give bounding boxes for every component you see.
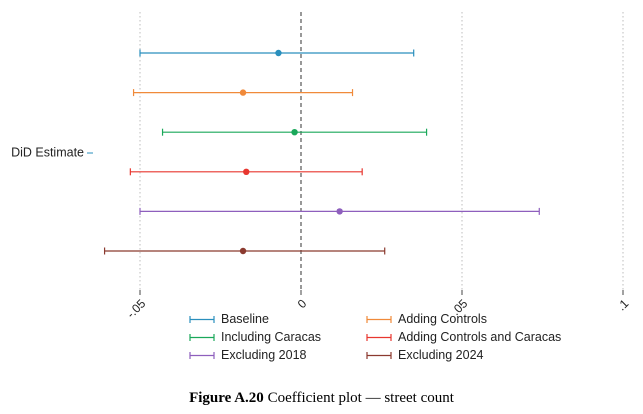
legend-entry-label: Excluding 2024 bbox=[398, 348, 484, 362]
x-tick-label: .1 bbox=[614, 296, 631, 313]
y-category-label: DiD Estimate bbox=[11, 145, 84, 159]
legend-entry-label: Excluding 2018 bbox=[221, 348, 307, 362]
x-tick-label: 0 bbox=[295, 296, 310, 311]
legend-entry-label: Baseline bbox=[221, 312, 269, 326]
x-tick-label: -.05 bbox=[124, 296, 149, 321]
legend-entry-label: Adding Controls and Caracas bbox=[398, 330, 561, 344]
point-estimate bbox=[239, 247, 247, 255]
figure-caption: Figure A.20 Coefficient plot — street co… bbox=[0, 390, 643, 407]
point-estimate bbox=[239, 89, 247, 96]
point-estimate bbox=[291, 129, 298, 136]
point-estimate bbox=[275, 49, 282, 57]
point-estimate bbox=[336, 208, 343, 215]
point-estimate bbox=[243, 168, 250, 175]
caption-text: Coefficient plot — street count bbox=[267, 390, 454, 406]
caption-label: Figure A.20 bbox=[189, 390, 264, 406]
legend-entry-label: Including Caracas bbox=[221, 330, 321, 344]
legend-entry-label: Adding Controls bbox=[398, 312, 487, 326]
